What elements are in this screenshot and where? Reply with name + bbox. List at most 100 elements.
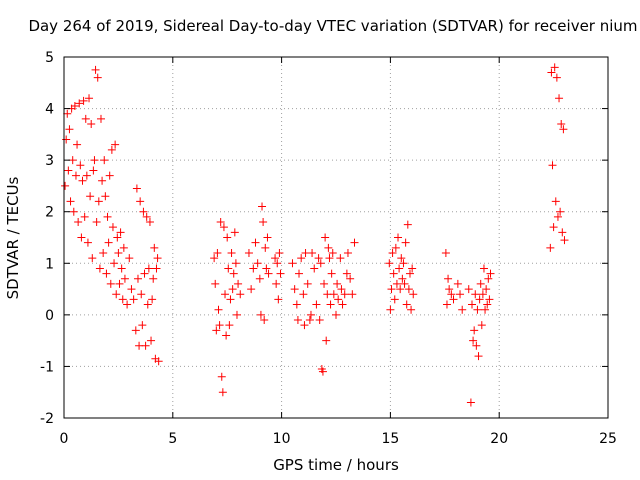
data-point	[397, 254, 406, 263]
grid-lines	[64, 57, 608, 418]
data-point	[123, 300, 132, 309]
data-point	[559, 125, 568, 134]
data-point	[557, 120, 566, 129]
data-point	[303, 279, 312, 288]
data-point	[80, 212, 89, 221]
data-point	[223, 233, 232, 242]
data-point	[476, 279, 485, 288]
data-point	[473, 305, 482, 314]
data-point	[551, 197, 560, 206]
data-point	[118, 295, 127, 304]
data-point	[325, 254, 334, 263]
data-point	[249, 264, 258, 273]
data-point	[288, 259, 297, 268]
data-point	[232, 310, 241, 319]
data-point	[92, 218, 101, 227]
data-point	[107, 145, 116, 154]
data-point	[442, 300, 451, 309]
data-point	[385, 259, 394, 268]
data-point	[256, 310, 265, 319]
data-point	[145, 218, 154, 227]
y-tick-label: -2	[40, 411, 54, 427]
data-point	[215, 321, 224, 330]
data-point	[472, 341, 481, 350]
data-point	[210, 254, 219, 263]
data-point	[224, 264, 233, 273]
data-point	[346, 274, 355, 283]
x-tick-label: 25	[599, 431, 617, 447]
data-point	[83, 238, 92, 247]
data-point	[90, 156, 99, 165]
data-point	[213, 248, 222, 257]
data-point	[290, 285, 299, 294]
data-point	[555, 94, 564, 103]
data-point	[98, 176, 107, 185]
x-tick-label: 15	[381, 431, 399, 447]
data-point	[94, 197, 103, 206]
data-point	[485, 295, 494, 304]
data-point	[68, 156, 77, 165]
data-point	[474, 352, 483, 361]
data-point	[553, 212, 562, 221]
x-tick-label: 10	[273, 431, 291, 447]
data-point	[398, 274, 407, 283]
data-point	[147, 336, 156, 345]
data-point	[327, 269, 336, 278]
data-point	[548, 161, 557, 170]
data-point	[276, 269, 285, 278]
y-tick-label: 5	[45, 50, 54, 66]
data-point	[458, 305, 467, 314]
data-point	[260, 316, 269, 325]
data-point	[390, 295, 399, 304]
data-point	[338, 300, 347, 309]
data-point	[131, 326, 140, 335]
data-point	[99, 248, 108, 257]
x-tick-label: 0	[60, 431, 69, 447]
data-point	[315, 316, 324, 325]
data-point	[470, 326, 479, 335]
data-point	[324, 243, 333, 252]
data-point	[388, 248, 397, 257]
data-point	[314, 254, 323, 263]
data-point	[149, 274, 158, 283]
data-point	[222, 331, 231, 340]
data-point	[75, 99, 84, 108]
chart-title: Day 264 of 2019, Sidereal Day-to-day VTE…	[28, 17, 637, 35]
data-point	[318, 367, 327, 376]
data-point	[71, 171, 80, 180]
data-point	[481, 305, 490, 314]
x-tick-label: 20	[490, 431, 508, 447]
data-point	[320, 279, 329, 288]
data-point	[142, 212, 151, 221]
data-point	[116, 228, 125, 237]
data-point	[274, 295, 283, 304]
data-point	[234, 279, 243, 288]
data-point	[264, 269, 273, 278]
data-point	[152, 264, 161, 273]
data-point	[88, 254, 97, 263]
data-point	[105, 171, 114, 180]
data-point	[273, 259, 282, 268]
data-point	[221, 290, 230, 299]
data-point	[218, 388, 227, 397]
axis-ticks: 0 5 10 15 20 25 -2 -1 0 1 2 3 4 5	[40, 50, 617, 447]
data-point	[127, 285, 136, 294]
data-point	[236, 290, 245, 299]
y-tick-label: -1	[40, 359, 54, 375]
data-point	[227, 248, 236, 257]
data-point	[137, 290, 146, 299]
data-point	[62, 135, 71, 144]
data-point	[483, 300, 492, 309]
data-point	[66, 197, 75, 206]
data-point	[292, 300, 301, 309]
data-point	[65, 125, 74, 134]
data-point	[64, 166, 73, 175]
data-point	[399, 259, 408, 268]
data-point	[332, 310, 340, 319]
data-point	[328, 248, 337, 257]
data-point	[79, 96, 88, 105]
y-axis-label: SDTVAR / TECUs	[4, 176, 22, 299]
data-point	[300, 321, 309, 330]
data-point	[396, 285, 405, 294]
data-point	[95, 264, 104, 273]
